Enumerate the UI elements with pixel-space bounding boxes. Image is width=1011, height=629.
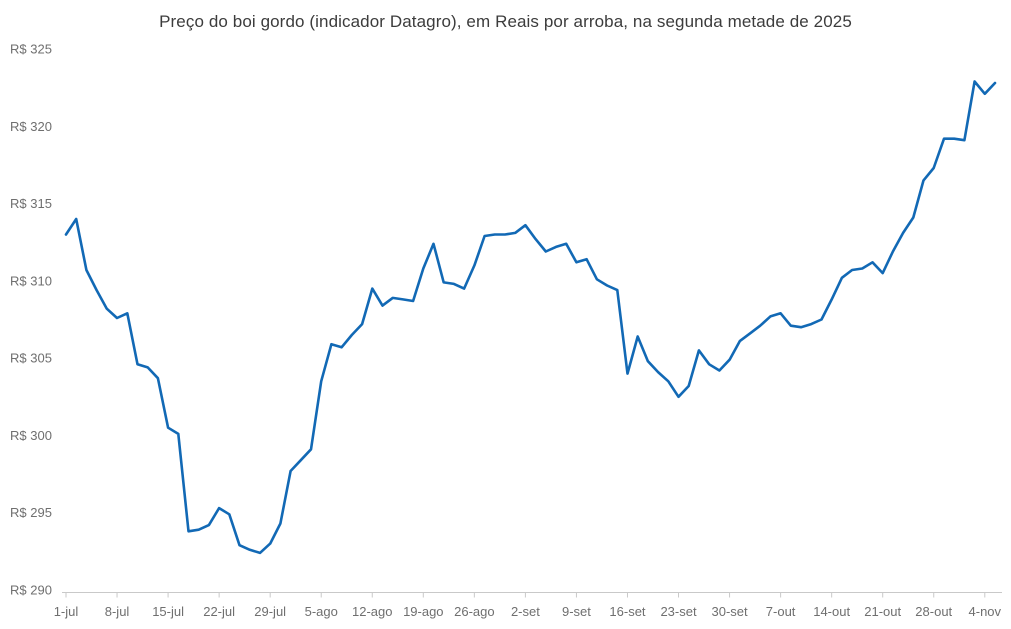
x-tick-label: 30-set: [712, 604, 749, 619]
x-tick-label: 1-jul: [54, 604, 79, 619]
x-tick-label: 14-out: [813, 604, 850, 619]
x-axis: 1-jul 8-jul 15-jul 22-jul 29-jul 5-ago 12-ago 1…: [54, 592, 1002, 619]
y-tick-label: R$ 290: [10, 583, 52, 598]
x-tick-label: 9-set: [562, 604, 591, 619]
y-axis-labels: R$ 290 R$ 295 R$ 300 R$ 305 R$ 310 R$ 315 R$ 3…: [10, 42, 52, 598]
y-tick-label: R$ 305: [10, 351, 52, 366]
x-tick-label: 19-ago: [403, 604, 443, 619]
chart-title: Preço do boi gordo (indicador Datagro), …: [159, 12, 852, 31]
x-tick-label: 29-jul: [254, 604, 286, 619]
y-tick-label: R$ 300: [10, 428, 52, 443]
x-tick-label: 7-out: [766, 604, 796, 619]
x-tick-label: 5-ago: [305, 604, 338, 619]
x-tick-label: 4-nov: [969, 604, 1002, 619]
y-tick-label: R$ 325: [10, 42, 52, 57]
price-line-series: [64, 80, 997, 555]
y-tick-label: R$ 295: [10, 505, 52, 520]
x-tick-label: 16-set: [609, 604, 646, 619]
x-tick-label: 22-jul: [203, 604, 235, 619]
x-tick-label: 15-jul: [152, 604, 184, 619]
x-tick-label: 21-out: [864, 604, 901, 619]
x-tick-label: 2-set: [511, 604, 540, 619]
y-tick-label: R$ 315: [10, 196, 52, 211]
y-tick-label: R$ 310: [10, 273, 52, 288]
x-tick-label: 28-out: [915, 604, 952, 619]
x-tick-label: 26-ago: [454, 604, 494, 619]
x-tick-label: 8-jul: [105, 604, 130, 619]
x-tick-label: 23-set: [660, 604, 697, 619]
x-tick-label: 12-ago: [352, 604, 392, 619]
y-tick-label: R$ 320: [10, 119, 52, 134]
